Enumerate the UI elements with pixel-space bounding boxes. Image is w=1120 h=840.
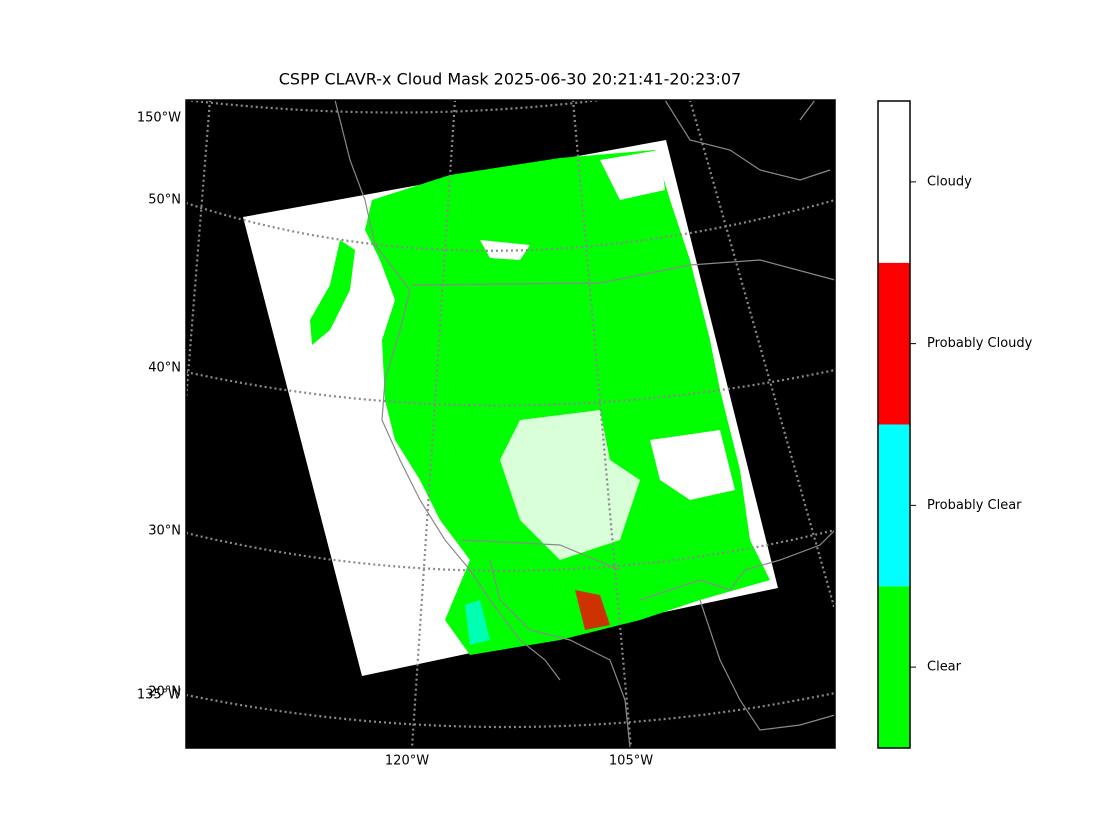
coastline [334, 100, 835, 748]
map-edge-label: 20°N [148, 685, 181, 700]
graticule [688, 100, 835, 611]
colorbar-segment [878, 586, 910, 748]
cloud-area [480, 240, 530, 260]
map-edge-label: 120°W [385, 754, 429, 769]
colorbar-segment [878, 262, 910, 425]
graticule [410, 100, 457, 748]
graticule [571, 100, 633, 748]
map-edge-label: 30°N [148, 524, 181, 539]
map-edge-label: 105°W [609, 754, 653, 769]
cloud-area [600, 150, 665, 200]
cloud-area [500, 410, 640, 560]
colorbar-frame [877, 100, 911, 749]
map-edge-label: 135°W [137, 688, 181, 703]
colorbar-label: Probably Clear [927, 498, 1022, 513]
graticule [186, 100, 601, 114]
probably-clear-area [465, 600, 490, 645]
map-edge-label: 50°N [148, 193, 181, 208]
colorbar-label: Probably Cloudy [927, 336, 1033, 351]
graticule [186, 691, 835, 729]
graticule [186, 368, 835, 407]
colorbar-label: Clear [927, 660, 962, 675]
colorbar-segment [878, 101, 910, 263]
map-title: CSPP CLAVR-x Cloud Mask 2025-06-30 20:21… [279, 70, 741, 89]
map [186, 100, 835, 748]
graticule [186, 528, 835, 572]
map-edge-label: 40°N [148, 361, 181, 376]
probably-cloudy-area [575, 590, 610, 630]
colorbar-segment [878, 424, 910, 587]
graticule [186, 100, 212, 401]
map-edge-label: 150°W [137, 111, 181, 126]
map-border [185, 99, 836, 749]
clear-area [365, 150, 770, 655]
cloud-area [650, 430, 735, 500]
clear-area [310, 240, 355, 345]
colorbar-label: Cloudy [927, 174, 972, 189]
colorbar: Clear Probably Clear Probably Cloudy Cloudy [877, 100, 1033, 749]
